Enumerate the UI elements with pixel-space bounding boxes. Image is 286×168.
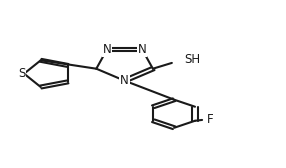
Text: S: S xyxy=(18,67,25,80)
Text: N: N xyxy=(138,43,146,56)
Text: SH: SH xyxy=(184,53,200,67)
Text: N: N xyxy=(120,74,129,87)
Text: N: N xyxy=(103,43,112,56)
Text: F: F xyxy=(207,113,214,126)
